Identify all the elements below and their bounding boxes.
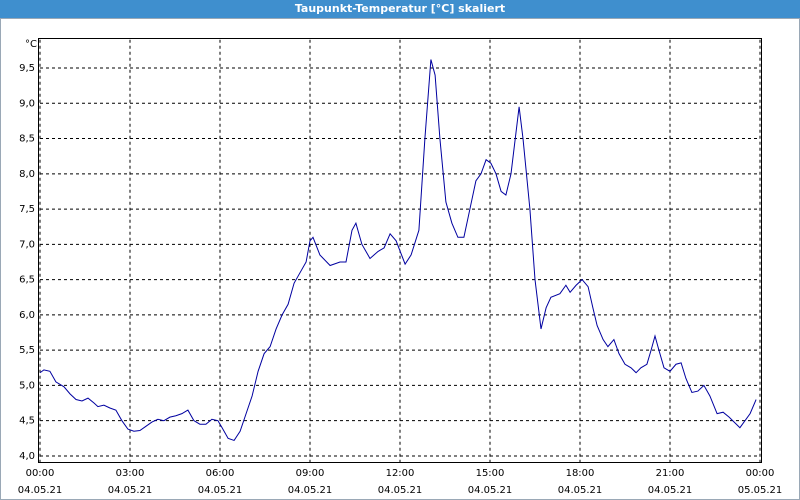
x-tick-label: 03:00	[116, 468, 145, 479]
x-tick-label: 12:00	[386, 468, 415, 479]
y-tick-label: 7,0	[19, 239, 35, 250]
chart-title: Taupunkt-Temperatur [°C] skaliert	[294, 2, 506, 15]
y-tick-label: 9,5	[19, 63, 35, 74]
y-tick-label: 5,0	[19, 380, 35, 391]
x-tick-label: 21:00	[656, 468, 685, 479]
y-tick-label: 9,0	[19, 98, 35, 109]
x-tick-label: 06:00	[206, 468, 235, 479]
x-tick-date: 04.05.21	[558, 485, 603, 496]
y-tick-label: 6,5	[19, 275, 35, 286]
data-line	[39, 59, 757, 442]
y-tick-label: 8,0	[19, 169, 35, 180]
y-tick-label: 6,0	[19, 310, 35, 321]
title-bar: Taupunkt-Temperatur [°C] skaliert	[0, 0, 800, 18]
x-tick-label: 18:00	[566, 468, 595, 479]
x-tick-date: 04.05.21	[288, 485, 333, 496]
x-tick-date: 05.05.21	[738, 485, 783, 496]
y-tick-label: 8,5	[19, 134, 35, 145]
x-tick-date: 04.05.21	[18, 485, 63, 496]
y-tick-label: 5,5	[19, 345, 35, 356]
x-tick-date: 04.05.21	[468, 485, 513, 496]
y-tick-label: 4,5	[19, 416, 35, 427]
x-tick-label: 00:00	[26, 468, 55, 479]
x-tick-label: 00:00	[746, 468, 775, 479]
y-unit: °C	[25, 39, 37, 50]
y-tick-label: 4,0	[19, 451, 35, 462]
x-tick-date: 04.05.21	[648, 485, 693, 496]
x-tick-date: 04.05.21	[378, 485, 423, 496]
x-tick-label: 09:00	[296, 468, 325, 479]
x-tick-date: 04.05.21	[108, 485, 153, 496]
x-tick-label: 15:00	[476, 468, 505, 479]
x-tick-date: 04.05.21	[198, 485, 243, 496]
y-tick-label: 7,5	[19, 204, 35, 215]
